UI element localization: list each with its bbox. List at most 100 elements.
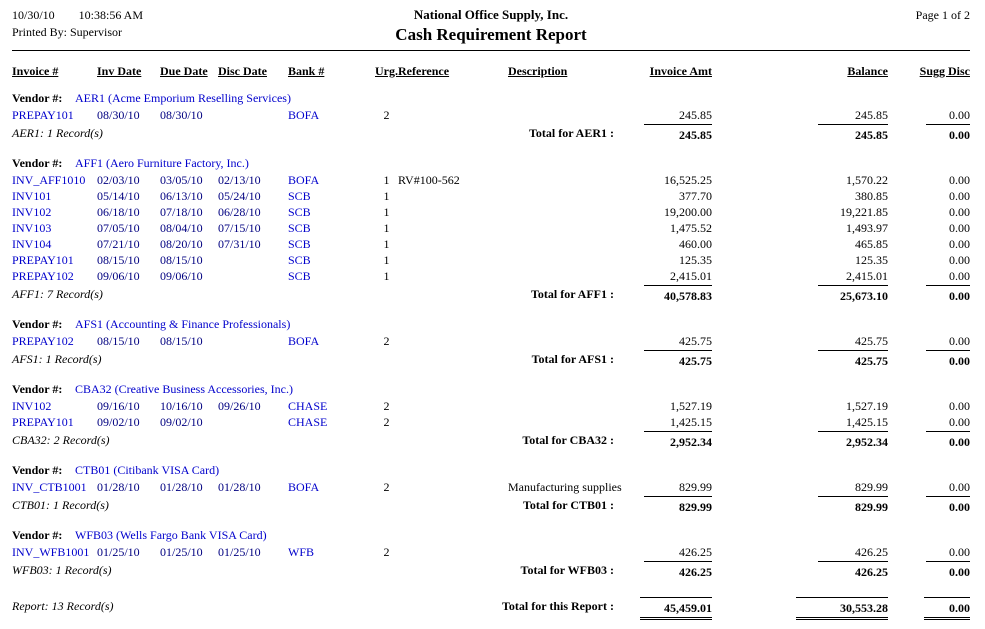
cell-balance: 1,425.15 (846, 415, 888, 429)
total-label: Total for this Report : (502, 599, 614, 613)
total-balance-cell: 426.25 (712, 561, 888, 581)
cell-bank[interactable]: SCB (288, 253, 311, 267)
total-label: Total for AFF1 : (531, 287, 614, 301)
vendor-link[interactable]: AER1 (Acme Emporium Reselling Services) (75, 91, 291, 105)
cell-invoice-amt: 377.70 (679, 189, 712, 203)
cell-inv-date: 01/25/10 (97, 545, 140, 559)
vendor-link[interactable]: AFF1 (Aero Furniture Factory, Inc.) (75, 156, 249, 170)
cell-invoice[interactable]: PREPAY101 (12, 253, 74, 267)
cell-invoice[interactable]: INV_AFF1010 (12, 173, 86, 187)
cell-bank[interactable]: CHASE (288, 399, 328, 413)
cell-balance: 245.85 (855, 108, 888, 122)
total-sugg-disc: 0.00 (926, 350, 970, 370)
cell-description (508, 220, 620, 236)
cell-due-date: 03/05/10 (160, 173, 203, 187)
column-header-invoice: Invoice # (12, 64, 59, 78)
cell-bank[interactable]: CHASE (288, 415, 328, 429)
cell-invoice[interactable]: INV103 (12, 221, 52, 235)
cell-due-date: 07/18/10 (160, 205, 203, 219)
total-invoice-amt: 829.99 (644, 496, 712, 516)
cell-invoice[interactable]: INV_WFB1001 (12, 545, 90, 559)
cell-invoice[interactable]: INV102 (12, 205, 52, 219)
group-total-row: AFF1: 7 Record(s) Total for AFF1 : 40,578.… (12, 285, 970, 305)
cell-bank[interactable]: SCB (288, 189, 311, 203)
cell-bank[interactable]: BOFA (288, 334, 320, 348)
total-invoice-amt: 2,952.34 (644, 431, 712, 451)
cell-invoice[interactable]: PREPAY102 (12, 269, 74, 283)
cell-invoice[interactable]: INV101 (12, 189, 52, 203)
cell-balance: 465.85 (855, 237, 888, 251)
cell-sugg-disc: 0.00 (949, 205, 970, 219)
invoice-row: INV_AFF1010 02/03/10 03/05/10 02/13/10 BOFA 1… (12, 172, 970, 188)
column-header-description: Description (508, 64, 568, 78)
cell-due-date: 08/15/10 (160, 253, 203, 267)
group-total-row: CTB01: 1 Record(s) Total for CTB01 : 829.9… (12, 496, 970, 516)
vendor-row: Vendor #: WFB03 (Wells Fargo Bank VISA Ca… (12, 527, 970, 544)
cell-reference (398, 398, 508, 414)
cell-sugg-disc: 0.00 (949, 108, 970, 122)
vendor-link[interactable]: AFS1 (Accounting & Finance Professionals… (75, 317, 291, 331)
column-header-balance: Balance (847, 64, 888, 78)
cell-invoice-amt: 16,525.25 (664, 173, 712, 187)
vendor-link[interactable]: WFB03 (Wells Fargo Bank VISA Card) (75, 528, 267, 542)
vendor-number-label: Vendor #: (12, 528, 63, 542)
cell-bank[interactable]: WFB (288, 545, 315, 559)
invoice-row: PREPAY101 09/02/10 09/02/10 CHASE 2 1,425.15 1… (12, 414, 970, 430)
vendor-link[interactable]: CBA32 (Creative Business Accessories, In… (75, 382, 293, 396)
cell-description (508, 268, 620, 284)
invoice-row: PREPAY101 08/30/10 08/30/10 BOFA 2 245.85 245.… (12, 107, 970, 123)
cell-invoice[interactable]: PREPAY101 (12, 415, 74, 429)
cell-sugg-disc: 0.00 (949, 189, 970, 203)
cell-invoice-amt: 426.25 (679, 545, 712, 559)
cell-sugg-disc: 0.00 (949, 399, 970, 413)
total-label: Total for AFS1 : (531, 352, 614, 366)
cell-disc-date: 05/24/10 (218, 189, 261, 203)
cell-reference (398, 333, 508, 349)
cell-invoice-amt: 425.75 (679, 334, 712, 348)
cell-inv-date: 08/15/10 (97, 334, 140, 348)
column-header-disc-date: Disc Date (218, 64, 267, 78)
vendor-link[interactable]: CTB01 (Citibank VISA Card) (75, 463, 220, 477)
record-count: AER1: 1 Record(s) (12, 126, 103, 140)
cell-sugg-disc: 0.00 (949, 173, 970, 187)
cell-invoice-amt: 829.99 (679, 480, 712, 494)
cell-invoice-amt: 2,415.01 (670, 269, 712, 283)
cell-description (508, 107, 620, 123)
cell-bank[interactable]: BOFA (288, 480, 320, 494)
cell-reference (398, 204, 508, 220)
cell-urg: 1 (383, 189, 390, 203)
cell-reference (398, 544, 508, 560)
cell-invoice[interactable]: INV102 (12, 399, 52, 413)
cell-invoice[interactable]: PREPAY102 (12, 334, 74, 348)
cell-disc-date: 07/31/10 (218, 237, 261, 251)
cell-due-date: 08/04/10 (160, 221, 203, 235)
total-sugg-disc-cell: 0.00 (888, 124, 970, 144)
cell-bank[interactable]: BOFA (288, 173, 320, 187)
total-balance-cell: 425.75 (712, 350, 888, 370)
cell-bank[interactable]: SCB (288, 205, 311, 219)
vendor-group: Vendor #: WFB03 (Wells Fargo Bank VISA Ca… (12, 527, 970, 581)
cell-due-date: 01/25/10 (160, 545, 203, 559)
cell-description (508, 172, 620, 188)
cell-bank[interactable]: SCB (288, 269, 311, 283)
vendor-number-label: Vendor #: (12, 156, 63, 170)
cell-bank[interactable]: BOFA (288, 108, 320, 122)
cell-invoice[interactable]: INV_CTB1001 (12, 480, 87, 494)
invoice-row: INV102 09/16/10 10/16/10 09/26/10 CHASE 2 1,52… (12, 398, 970, 414)
cell-sugg-disc: 0.00 (949, 415, 970, 429)
cell-reference (398, 414, 508, 430)
vendor-number-label: Vendor #: (12, 317, 63, 331)
cell-bank[interactable]: SCB (288, 237, 311, 251)
total-invoice-amt: 45,459.01 (640, 597, 712, 620)
cell-bank[interactable]: SCB (288, 221, 311, 235)
header-center: National Office Supply, Inc. Cash Requir… (395, 7, 586, 45)
cell-disc-date (218, 268, 288, 284)
vendor-row: Vendor #: CBA32 (Creative Business Access… (12, 381, 970, 398)
vendor-row: Vendor #: AER1 (Acme Emporium Reselling S… (12, 90, 970, 107)
vendor-group: Vendor #: CTB01 (Citibank VISA Card) INV_C… (12, 462, 970, 516)
cell-due-date: 01/28/10 (160, 480, 203, 494)
cell-invoice[interactable]: PREPAY101 (12, 108, 74, 122)
cell-invoice[interactable]: INV104 (12, 237, 52, 251)
total-invoice-amt-cell: 426.25 (620, 561, 712, 581)
cell-balance: 829.99 (855, 480, 888, 494)
